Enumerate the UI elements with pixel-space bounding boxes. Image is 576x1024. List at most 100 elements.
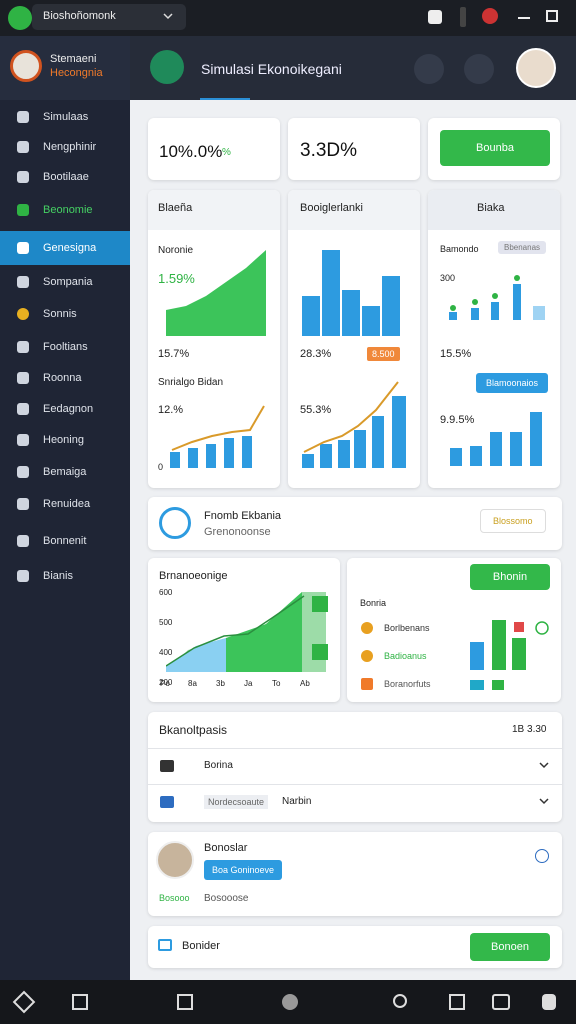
nav-label: Bemaiga: [43, 466, 87, 478]
nav-label: Simulaas: [43, 111, 89, 123]
info-card: [148, 497, 562, 550]
icon: [460, 7, 466, 27]
x-axis-label: To: [272, 679, 281, 688]
chevron[interactable]: [162, 10, 174, 22]
stat-card: [148, 118, 280, 180]
stat-card: [288, 118, 420, 180]
panel-title: Booiglerlanki: [300, 202, 363, 214]
axis-label: 300: [440, 273, 456, 283]
x-axis-label: 8a: [188, 679, 197, 688]
footer-label: Bonider: [182, 940, 220, 952]
info-icon: [159, 507, 191, 539]
nav-item[interactable]: Eedagnon: [0, 394, 130, 424]
nav-item[interactable]: Roonna: [0, 363, 130, 393]
nav-center[interactable]: [282, 994, 298, 1010]
avatar[interactable]: [516, 48, 556, 88]
panel-value: 12.%: [158, 404, 184, 416]
nav-search[interactable]: [393, 994, 407, 1008]
nav-label: Nengphinir: [43, 141, 97, 153]
panel-value: 1.59%: [158, 271, 195, 286]
bar-chart: [302, 250, 400, 336]
nav-label: Bootilaae: [43, 171, 89, 183]
panel-head: [288, 190, 420, 230]
profile-button[interactable]: Boa Goninoeve: [204, 860, 283, 880]
nav-item[interactable]: Bemaiga: [0, 457, 130, 487]
nav-item[interactable]: Sonnis: [0, 299, 130, 329]
chevrons[interactable]: [538, 760, 550, 810]
nav-icon: [17, 242, 29, 254]
nav-item[interactable]: Fooltians: [0, 332, 130, 362]
header-title: Simulasi Ekonoikegani: [201, 61, 342, 77]
header-logo: [150, 50, 184, 84]
primary-button[interactable]: Bounba: [440, 130, 550, 166]
notification[interactable]: [482, 8, 498, 24]
alert-button[interactable]: [464, 54, 494, 84]
nav-icon: [17, 372, 29, 384]
trend-title: Brnanoeonige: [159, 570, 228, 582]
nav-item[interactable]: Renuidea: [0, 489, 130, 519]
panel-button[interactable]: Blamoonaios: [476, 373, 549, 393]
nav-chat[interactable]: [492, 994, 510, 1010]
tab-indicator: [200, 98, 250, 100]
profile-avatar: [156, 841, 194, 879]
nav-item[interactable]: Genesigna: [0, 231, 130, 265]
legend-button[interactable]: Bhonin: [470, 564, 550, 590]
trend-chart: [166, 592, 328, 672]
nav-item[interactable]: Beonomie: [0, 195, 130, 225]
brand-name: Stemaeni: [50, 53, 97, 65]
close-button[interactable]: [414, 54, 444, 84]
brand-sub: Hecongnia: [50, 67, 103, 79]
nav-label: Sompania: [43, 276, 93, 288]
nav-icon: [17, 111, 29, 123]
nav-label: Heoning: [43, 434, 84, 446]
combo-chart: [302, 381, 406, 468]
nav-user[interactable]: [542, 994, 556, 1010]
nav-back[interactable]: [12, 990, 36, 1014]
nav-label: Beonomie: [43, 204, 93, 216]
nav-item[interactable]: Bootilaae: [0, 162, 130, 192]
nav-label: Fooltians: [43, 341, 88, 353]
nav-icon: [17, 141, 29, 153]
panel: [148, 190, 280, 488]
nav-item[interactable]: Bonnenit: [0, 526, 130, 556]
nav-item[interactable]: Simulaas: [0, 102, 130, 132]
tab[interactable]: [32, 4, 186, 30]
nav-icon: [17, 204, 29, 216]
legend-label: Boranorfuts: [384, 679, 431, 689]
minimize[interactable]: [518, 17, 530, 19]
profile-tag: Bosooo: [159, 893, 190, 903]
info-button[interactable]: Blossomo: [480, 509, 546, 533]
row-label[interactable]: Nordecsoaute: [204, 795, 269, 809]
radio[interactable]: [535, 849, 549, 863]
nav-icon: [17, 498, 29, 510]
icon[interactable]: [428, 10, 442, 24]
panel-title: Blaeña: [158, 202, 193, 214]
nav-item[interactable]: Sompania: [0, 267, 130, 297]
legend-chart: [470, 620, 549, 690]
nav-icon: [17, 171, 29, 183]
nav-apps[interactable]: [449, 994, 465, 1010]
nav-icon: [17, 466, 29, 478]
combo-chart: [170, 405, 265, 468]
footer-button[interactable]: Bonoen: [470, 933, 550, 961]
nav-item[interactable]: Nengphinir: [0, 132, 130, 162]
nav-recent[interactable]: [177, 994, 193, 1010]
app-icon[interactable]: [8, 6, 32, 30]
nav-item[interactable]: Bianis: [0, 561, 130, 591]
row-label[interactable]: Borina: [204, 760, 233, 771]
nav-icon: [17, 341, 29, 353]
nav-label: Bonnenit: [43, 535, 87, 547]
nav-home[interactable]: [72, 994, 88, 1010]
stat-unit: %: [222, 147, 231, 158]
info-subtitle: Grenonoonse: [204, 526, 271, 538]
nav-label: Genesigna: [43, 242, 97, 254]
nav-item[interactable]: Heoning: [0, 425, 130, 455]
analysis-meta: 1B 3.30: [512, 724, 547, 735]
panel-value: 55.3%: [300, 404, 332, 416]
nav-label: Eedagnon: [43, 403, 94, 415]
legend-swatch: [361, 650, 373, 662]
panel-value: 15.7%: [158, 348, 190, 360]
top-bar: Bioshoñomonk: [0, 0, 576, 36]
maximize[interactable]: [546, 10, 558, 22]
